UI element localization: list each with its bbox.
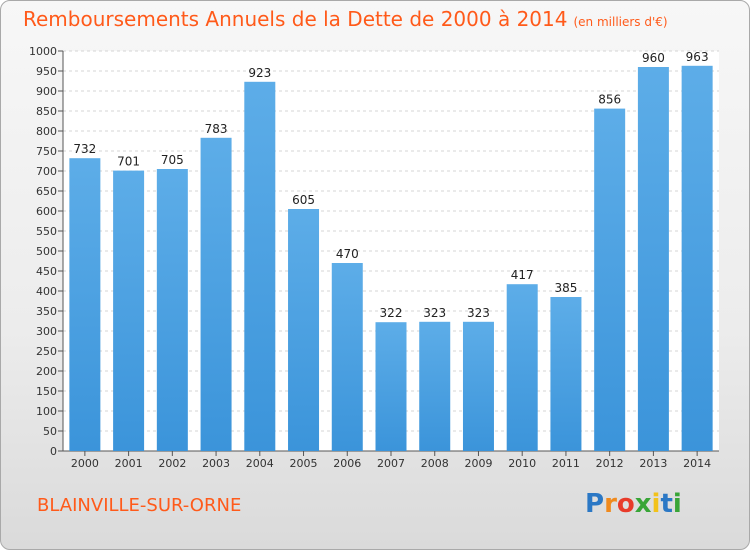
- bar-2006: [331, 263, 363, 451]
- bar-2004: [244, 81, 276, 452]
- data-label-2007: 322: [380, 306, 403, 320]
- x-tick-label-2007: 2007: [377, 457, 405, 470]
- bar-2011: [550, 297, 582, 451]
- bar-2010: [506, 284, 538, 451]
- y-tick-label: 150: [36, 385, 57, 398]
- data-label-2012: 856: [598, 93, 621, 107]
- data-label-2005: 605: [292, 193, 315, 207]
- x-tick-label-2004: 2004: [246, 457, 274, 470]
- chart-subtitle: (en milliers d'€): [573, 15, 668, 29]
- y-tick-label: 450: [36, 265, 57, 278]
- x-tick-label-2003: 2003: [202, 457, 230, 470]
- y-tick-label: 400: [36, 285, 57, 298]
- y-tick-label: 250: [36, 345, 57, 358]
- x-tick-label-2010: 2010: [508, 457, 536, 470]
- bar-2003: [200, 137, 232, 452]
- x-tick-label-2013: 2013: [639, 457, 667, 470]
- x-tick-label-2000: 2000: [71, 457, 99, 470]
- bar-2007: [375, 322, 407, 451]
- data-label-2010: 417: [511, 268, 534, 282]
- bar-2009: [462, 321, 494, 451]
- bar-2002: [156, 169, 188, 451]
- data-label-2009: 323: [467, 306, 490, 320]
- y-tick-label: 350: [36, 305, 57, 318]
- chart-title-main: Remboursements Annuels de la Dette de 20…: [23, 7, 568, 31]
- logo-letter: x: [634, 489, 652, 519]
- y-tick-label: 0: [50, 445, 57, 458]
- bar-2012: [594, 108, 626, 451]
- y-tick-label: 1000: [29, 45, 57, 58]
- y-tick-label: 650: [36, 185, 57, 198]
- proxiti-logo: Proxiti: [585, 489, 682, 519]
- bar-2000: [69, 158, 101, 451]
- x-tick-label-2002: 2002: [158, 457, 186, 470]
- data-label-2000: 732: [73, 142, 96, 156]
- logo-letter: i: [651, 489, 661, 519]
- bar-2013: [637, 67, 669, 451]
- logo-letter: t: [660, 489, 673, 519]
- y-tick-label: 700: [36, 165, 57, 178]
- y-tick-label: 100: [36, 405, 57, 418]
- bar-2001: [113, 170, 145, 451]
- logo-letter: P: [585, 489, 605, 519]
- x-tick-label-2012: 2012: [596, 457, 624, 470]
- bar-2008: [419, 321, 451, 451]
- commune-name: BLAINVILLE-SUR-ORNE: [37, 495, 242, 516]
- data-label-2013: 960: [642, 51, 665, 65]
- x-tick-label-2011: 2011: [552, 457, 580, 470]
- data-label-2008: 323: [423, 306, 446, 320]
- y-tick-label: 300: [36, 325, 57, 338]
- x-tick-label-2009: 2009: [464, 457, 492, 470]
- x-tick-label-2014: 2014: [683, 457, 711, 470]
- x-tick-label-2006: 2006: [333, 457, 361, 470]
- y-tick-label: 550: [36, 225, 57, 238]
- bar-2005: [288, 209, 320, 451]
- data-label-2004: 923: [248, 66, 271, 80]
- y-tick-label: 950: [36, 65, 57, 78]
- y-tick-label: 850: [36, 105, 57, 118]
- data-label-2001: 701: [117, 155, 140, 169]
- y-tick-label: 750: [36, 145, 57, 158]
- y-tick-label: 500: [36, 245, 57, 258]
- x-tick-label-2001: 2001: [115, 457, 143, 470]
- data-label-2002: 705: [161, 153, 184, 167]
- logo-letter: r: [604, 489, 617, 519]
- logo-letter: i: [672, 489, 682, 519]
- data-label-2003: 783: [205, 122, 228, 136]
- y-tick-label: 600: [36, 205, 57, 218]
- data-label-2014: 963: [686, 50, 709, 64]
- y-tick-label: 900: [36, 85, 57, 98]
- y-tick-label: 50: [43, 425, 57, 438]
- x-tick-label-2008: 2008: [421, 457, 449, 470]
- data-label-2006: 470: [336, 247, 359, 261]
- bar-2014: [681, 65, 713, 452]
- y-tick-label: 200: [36, 365, 57, 378]
- x-tick-label-2005: 2005: [290, 457, 318, 470]
- logo-letter: o: [616, 489, 635, 519]
- y-tick-label: 800: [36, 125, 57, 138]
- data-label-2011: 385: [554, 281, 577, 295]
- chart-title: Remboursements Annuels de la Dette de 20…: [23, 7, 668, 31]
